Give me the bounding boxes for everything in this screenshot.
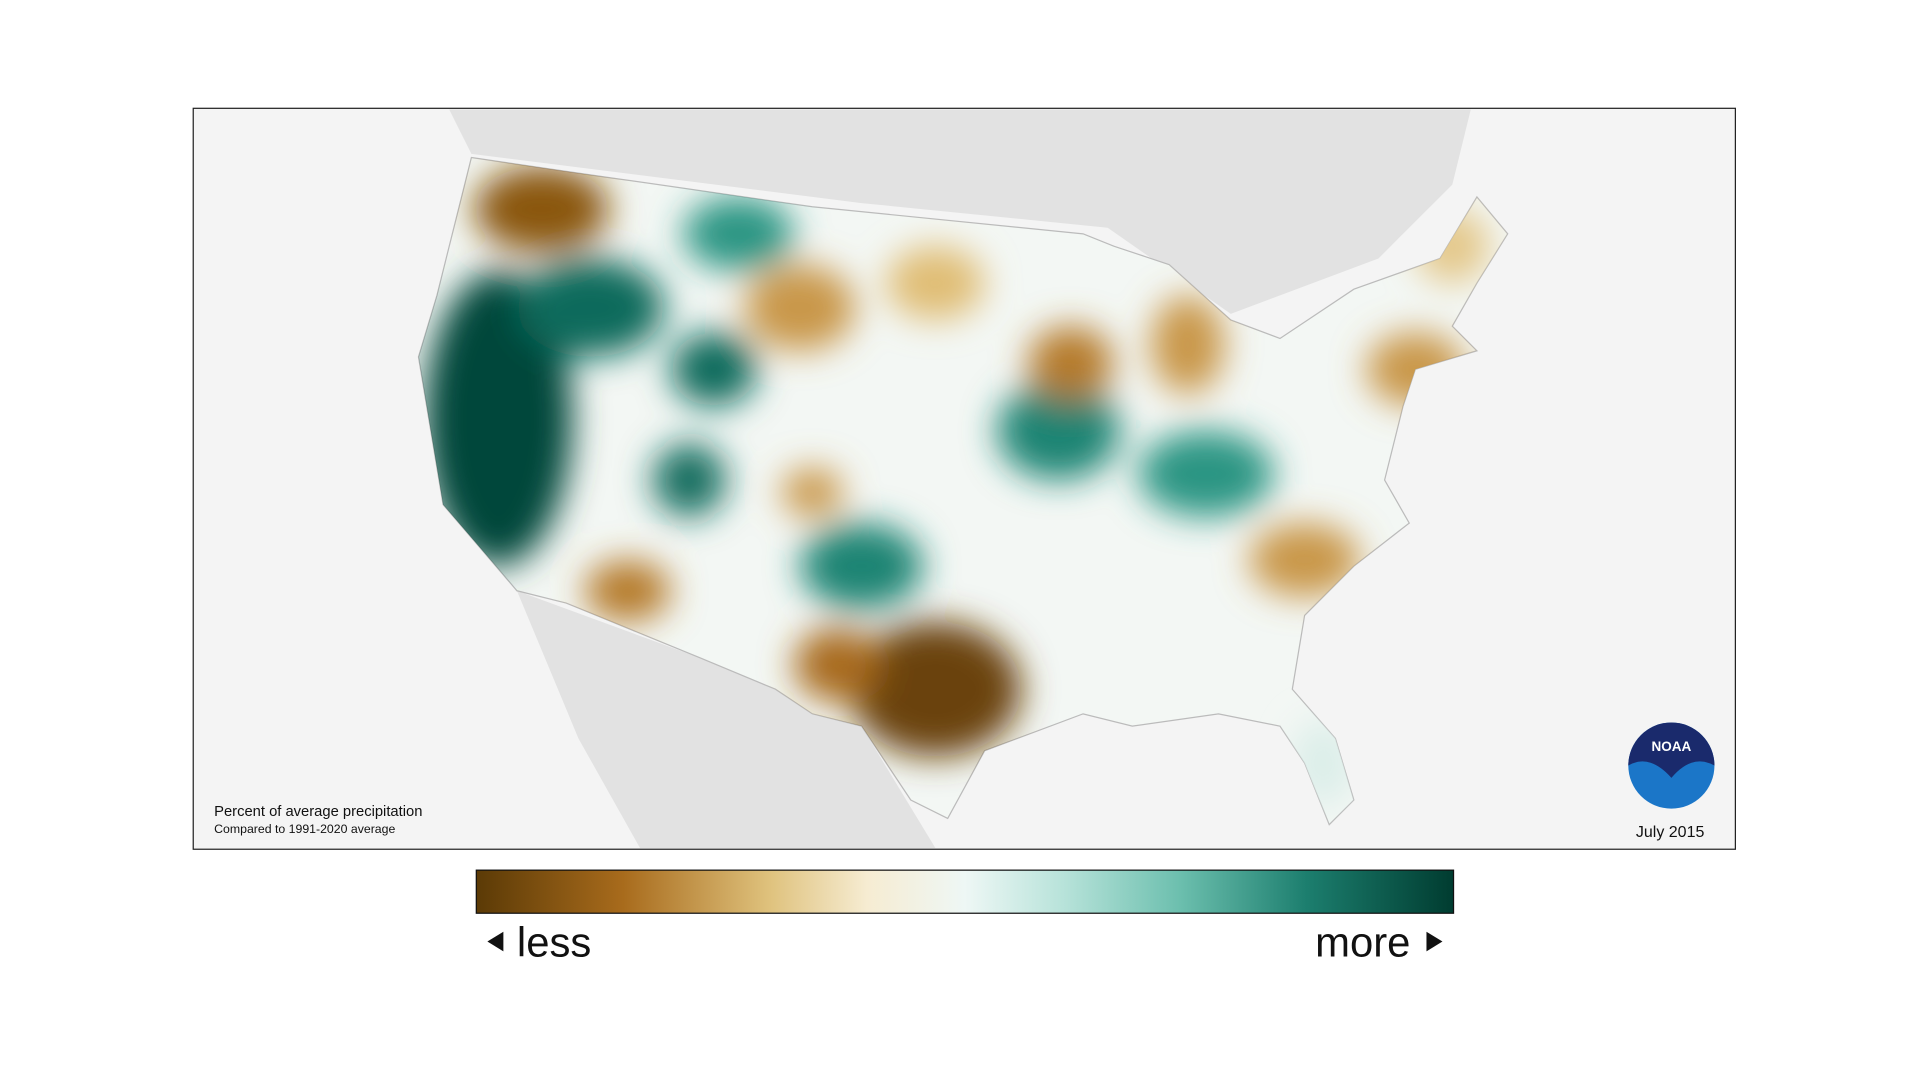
left-arrow — [487, 931, 504, 952]
caption-title: Percent of average precipitation — [214, 804, 422, 820]
canada — [449, 109, 1471, 314]
legend-high: more — [1315, 918, 1410, 965]
date-label: July 2015 — [1636, 824, 1705, 841]
caption-subtitle: Compared to 1991-2020 average — [214, 822, 395, 836]
legend-low: less — [517, 918, 591, 965]
mexico — [516, 590, 936, 848]
colorbar — [475, 869, 1455, 914]
right-arrow — [1426, 931, 1443, 952]
logo-text: NOAA — [1651, 739, 1691, 754]
noaa-logo: NOAA — [1628, 722, 1715, 809]
